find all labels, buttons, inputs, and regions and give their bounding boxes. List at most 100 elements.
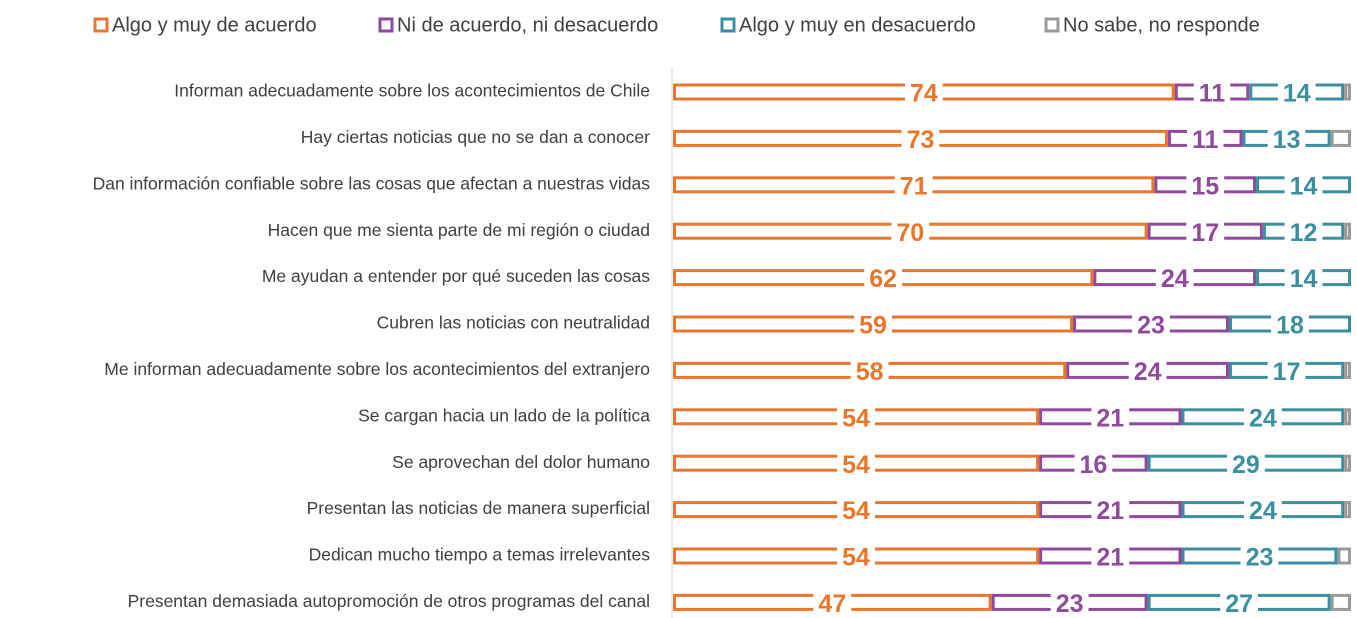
label-background (1271, 310, 1309, 340)
data-label: 62 (869, 265, 897, 293)
label-background (1193, 78, 1231, 108)
data-label: 58 (856, 358, 884, 386)
category-label: Se aprovechan del dolor humano (392, 452, 650, 472)
label-background (1284, 263, 1323, 294)
label-background (813, 588, 852, 618)
data-label: 16 (1079, 451, 1107, 479)
data-label: 54 (842, 451, 870, 479)
bar-segment (1344, 361, 1351, 379)
category-label: Hay ciertas noticias que no se dan a con… (301, 127, 650, 147)
category-label: Cubren las noticias con neutralidad (377, 313, 650, 333)
data-label: 29 (1232, 451, 1260, 479)
category-label: Me ayudan a entender por qué suceden las… (262, 266, 650, 286)
label-background (904, 78, 943, 108)
data-label: 54 (842, 497, 870, 525)
data-label: 54 (842, 544, 870, 572)
data-label: 47 (818, 590, 846, 618)
data-label: 17 (1191, 219, 1219, 247)
label-background (837, 495, 875, 526)
label-background (1240, 542, 1279, 572)
legend-marker (378, 17, 394, 33)
legend-label: No sabe, no responde (1063, 14, 1260, 36)
data-label: 21 (1096, 404, 1124, 432)
legend-label: Ni de acuerdo, ni desacuerdo (397, 14, 658, 36)
label-background (1267, 356, 1306, 387)
data-label: 18 (1276, 312, 1304, 340)
data-label: 14 (1283, 80, 1311, 108)
data-label: 21 (1096, 544, 1124, 572)
legend-marker (1044, 17, 1060, 33)
label-background (1277, 78, 1316, 108)
label-background (1284, 170, 1323, 201)
category-label: Hacen que me sienta parte de mi región o… (268, 220, 650, 240)
label-background (1227, 449, 1265, 480)
label-background (1155, 263, 1194, 294)
legend-label: Algo y muy de acuerdo (112, 14, 317, 36)
data-label: 14 (1290, 172, 1318, 200)
bar-segment (1330, 593, 1352, 611)
bar-segment (1344, 83, 1351, 101)
label-background (1187, 124, 1224, 155)
data-label: 21 (1096, 497, 1124, 525)
legend-marker (720, 17, 736, 33)
label-background (1050, 588, 1089, 618)
label-background (837, 542, 875, 572)
label-background (1091, 495, 1130, 526)
data-label: 17 (1273, 358, 1301, 386)
label-background (1132, 310, 1170, 340)
bar-segment (1330, 129, 1352, 147)
label-background (1267, 124, 1306, 155)
label-background (1128, 356, 1167, 387)
data-label: 14 (1290, 265, 1318, 293)
category-label: Presentan demasiada autopromoción de otr… (128, 591, 650, 611)
label-background (891, 217, 930, 248)
bar-segment (1337, 547, 1351, 565)
data-label: 23 (1246, 544, 1274, 572)
label-background (894, 170, 933, 201)
label-background (864, 263, 903, 294)
label-background (1091, 542, 1130, 572)
data-label: 13 (1273, 126, 1301, 154)
data-label: 71 (900, 172, 928, 200)
label-background (901, 124, 940, 155)
label-background (1074, 449, 1113, 480)
data-label: 73 (907, 126, 935, 154)
label-background (1186, 217, 1225, 248)
label-background (1186, 170, 1225, 201)
data-label: 11 (1192, 126, 1219, 154)
data-label: 23 (1137, 312, 1165, 340)
data-label: 24 (1249, 497, 1277, 525)
label-background (850, 356, 889, 387)
data-label: 27 (1225, 590, 1253, 618)
label-background (1284, 217, 1323, 248)
label-background (837, 402, 875, 433)
data-label: 59 (859, 312, 887, 340)
label-background (837, 449, 875, 480)
data-label: 24 (1161, 265, 1189, 293)
data-label: 12 (1290, 219, 1318, 247)
category-label: Dan información confiable sobre las cosa… (93, 173, 651, 193)
label-background (1220, 588, 1259, 618)
category-label: Se cargan hacia un lado de la política (358, 405, 650, 425)
bar-segment (1344, 501, 1351, 519)
category-label: Dedican mucho tiempo a temas irrelevante… (309, 545, 651, 565)
bar-segment (1344, 454, 1351, 472)
label-background (854, 310, 892, 340)
legend-marker (93, 17, 109, 33)
data-label: 15 (1191, 172, 1219, 200)
data-label: 11 (1199, 80, 1226, 108)
bar-segment (1344, 408, 1351, 426)
data-label: 24 (1134, 358, 1162, 386)
category-label: Presentan las noticias de manera superfi… (307, 498, 650, 518)
legend-label: Algo y muy en desacuerdo (739, 14, 976, 36)
label-background (1091, 402, 1130, 433)
data-label: 54 (842, 404, 870, 432)
data-label: 24 (1249, 404, 1277, 432)
data-label: 74 (910, 80, 938, 108)
data-label: 23 (1056, 590, 1084, 618)
category-label: Informan adecuadamente sobre los acontec… (174, 81, 650, 101)
data-label: 70 (896, 219, 924, 247)
bar-segment (1344, 222, 1351, 240)
label-background (1243, 402, 1282, 433)
